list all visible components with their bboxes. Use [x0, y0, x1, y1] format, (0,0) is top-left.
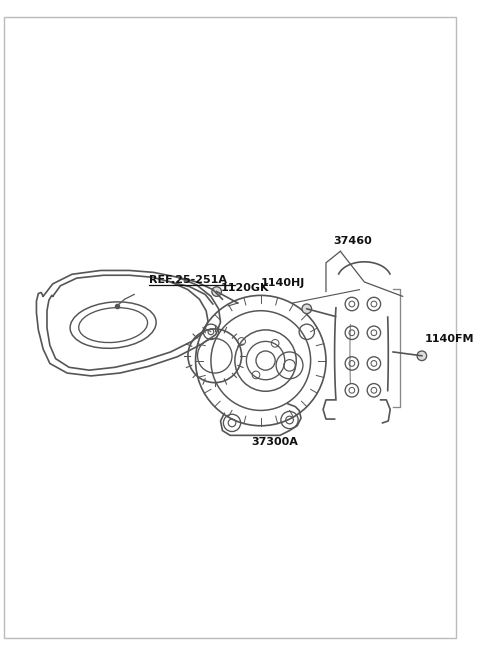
Circle shape — [417, 351, 427, 360]
Text: 37460: 37460 — [334, 236, 372, 246]
Text: 1120GK: 1120GK — [220, 282, 269, 293]
Circle shape — [302, 304, 312, 314]
Text: 1140HJ: 1140HJ — [261, 278, 305, 288]
Text: 37300A: 37300A — [251, 438, 298, 447]
Circle shape — [212, 287, 221, 296]
Text: 1140FM: 1140FM — [425, 335, 474, 345]
Text: REF.25-251A: REF.25-251A — [149, 275, 227, 285]
